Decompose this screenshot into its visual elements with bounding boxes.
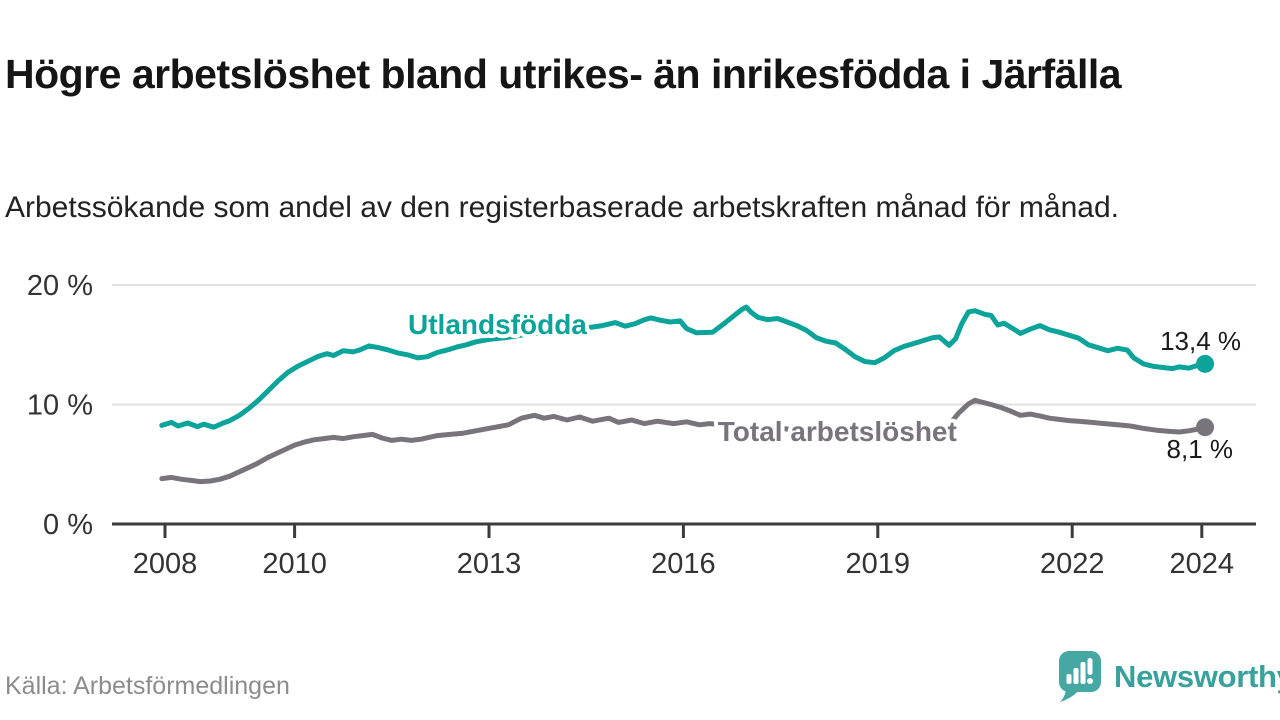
- y-tick-label-10: 10 %: [27, 390, 93, 422]
- x-tick-label-2022: 2022: [1040, 548, 1105, 580]
- chart-subtitle: Arbetssökande som andel av den registerb…: [5, 191, 1119, 224]
- source-note: Källa: Arbetsförmedlingen: [5, 672, 290, 700]
- series-end-value-1: 8,1 %: [1167, 434, 1234, 464]
- x-tick-label-2019: 2019: [846, 548, 911, 580]
- series-label-1: Total arbetslöshet: [718, 416, 957, 447]
- series-end-dot-0: [1196, 354, 1215, 373]
- x-tick-label-2016: 2016: [651, 548, 716, 580]
- newsworthy-logo-icon: [1059, 651, 1101, 702]
- series-end-dot-1: [1196, 418, 1215, 437]
- chart-title: Högre arbetslöshet bland utrikes- än inr…: [5, 51, 1122, 98]
- x-tick-label-2024: 2024: [1170, 548, 1235, 580]
- x-tick-label-2008: 2008: [133, 548, 198, 580]
- series-label-0: Utlandsfödda: [408, 309, 587, 340]
- series-end-value-0: 13,4 %: [1160, 326, 1241, 356]
- y-tick-label-20: 20 %: [27, 270, 93, 302]
- x-tick-label-2013: 2013: [457, 548, 522, 580]
- newsworthy-logo: Newsworthy: [1057, 648, 1280, 704]
- series-line-1: [159, 397, 1208, 485]
- newsworthy-wordmark: Newsworthy: [1114, 658, 1280, 694]
- y-tick-label-0: 0 %: [43, 509, 93, 541]
- series-line-0: [159, 304, 1208, 430]
- x-tick-label-2010: 2010: [262, 548, 327, 580]
